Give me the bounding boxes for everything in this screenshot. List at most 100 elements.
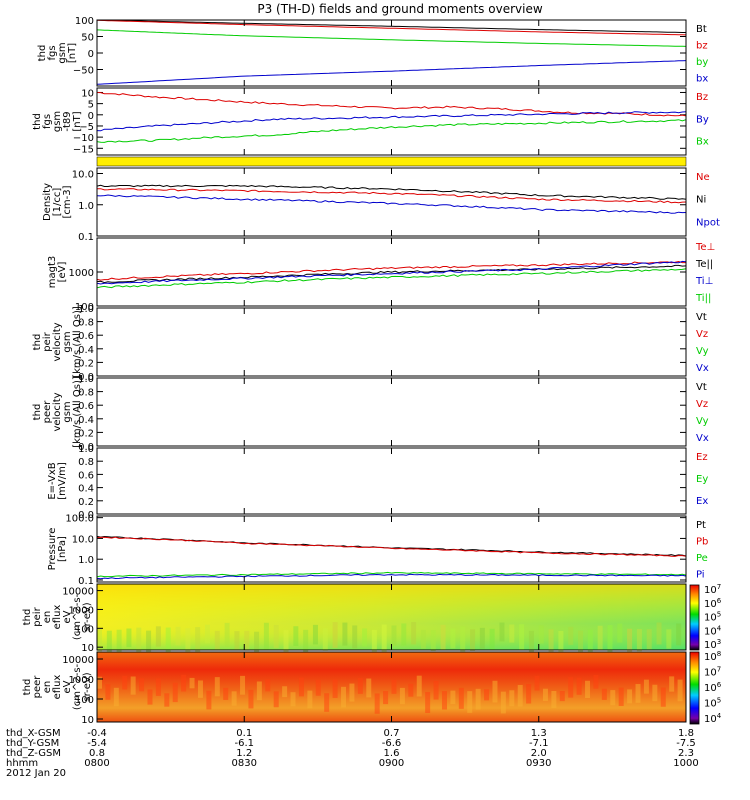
spectrogram-cell xyxy=(601,688,607,700)
spectrogram-cell xyxy=(116,629,122,655)
y-tick-label: 1000 xyxy=(69,675,94,686)
y-axis-label: Density xyxy=(42,183,53,221)
y-tick-label: 0.1 xyxy=(78,576,94,587)
legend-Vt: Vt xyxy=(696,312,707,323)
colorbar-electron: 108 107 106 105 104 xyxy=(689,650,722,725)
spectrogram-cell xyxy=(146,630,152,654)
legend-Vy: Vy xyxy=(696,416,709,427)
spectrogram-cell xyxy=(181,674,187,692)
y-axis-label: (cm^2-s- xyxy=(72,593,83,640)
y-tick-label: 1000 xyxy=(69,268,94,279)
spectrogram-cell xyxy=(164,693,170,707)
spectrogram-cell xyxy=(627,689,633,704)
x-axis-value: -0.4 xyxy=(87,728,107,739)
panel-5: 1.0 0.8 0.6 0.4 0.2 0.0 Vt Vz Vy Vx thd peir velocit… xyxy=(32,304,709,383)
spectrogram-cell xyxy=(312,624,318,645)
spectrogram-cell xyxy=(195,627,201,652)
spectrogram-cell xyxy=(185,628,191,654)
spectrogram-cell xyxy=(332,622,338,648)
spectrogram-cell xyxy=(290,692,296,707)
y-tick-label: 1.0 xyxy=(78,304,94,315)
y-tick-label: 100.0 xyxy=(65,514,94,525)
y-tick-label: 10.0 xyxy=(72,534,94,545)
series-Te⊥ xyxy=(96,260,686,281)
x-axis-value: -6.6 xyxy=(382,738,402,749)
spectrogram-cell xyxy=(568,626,574,645)
spectrogram-cell xyxy=(538,625,544,644)
y-axis-label: peer xyxy=(42,400,53,424)
y-tick-label: 0.0 xyxy=(78,510,94,521)
spectrogram-cell xyxy=(240,675,246,695)
spectrogram-cell xyxy=(669,676,675,692)
y-axis-label: sr-eV) xyxy=(82,602,93,631)
y-tick-label: 50 xyxy=(81,33,94,44)
spectrogram-cell xyxy=(341,686,347,708)
spectrogram-cell xyxy=(113,687,119,707)
y-axis-label: eflux xyxy=(52,605,63,630)
legend-Ni: Ni xyxy=(696,195,706,206)
series-Ti⊥ xyxy=(96,260,687,285)
y-axis-label: E=-VxB xyxy=(47,462,58,499)
spectrogram-cell xyxy=(273,691,279,708)
spectrogram-cell xyxy=(534,675,540,691)
spectrogram-cell xyxy=(315,679,321,696)
series-Pi xyxy=(96,573,687,580)
y-axis-label: [nT] xyxy=(72,111,83,131)
panel-frame xyxy=(96,447,687,515)
series-Pb xyxy=(96,536,687,557)
x-axis-annotation: thd_X-GSM -0.4 0.1 0.7 1.3 1.8 thd_Y-GSM -5.4 -6… xyxy=(6,728,699,769)
series-Pe xyxy=(96,571,687,578)
spectrogram-cell xyxy=(322,628,328,651)
y-tick-label: 0.0 xyxy=(78,372,94,383)
y-tick-label: 0.6 xyxy=(78,470,94,481)
legend-Bx: Bx xyxy=(696,137,709,148)
spectrogram-cell xyxy=(391,679,397,694)
x-axis-value: 0800 xyxy=(84,758,109,769)
x-axis-value: 0900 xyxy=(379,758,404,769)
legend-by: by xyxy=(696,57,708,68)
y-axis-label: thd xyxy=(22,609,33,626)
spectrogram-cell xyxy=(204,624,210,644)
spectrogram-cell xyxy=(585,680,591,699)
series-by xyxy=(96,29,687,47)
panel-8: 100.0 10.0 1.0 0.1 Pt Pb Pe Pi Pressure [nPa] xyxy=(47,514,708,587)
series-Ne xyxy=(97,188,687,204)
spectrogram-cell xyxy=(214,630,220,650)
y-axis-label: [nPa] xyxy=(57,536,68,562)
colorbar-label: 104 xyxy=(704,624,722,637)
spectrogram-cell xyxy=(126,628,132,648)
y-tick-label: −15 xyxy=(73,144,94,155)
series-Pt xyxy=(96,535,687,557)
series-Npot xyxy=(96,194,687,214)
spectrogram-cell xyxy=(244,630,250,651)
spectrogram-cell xyxy=(635,684,641,703)
spectrogram-cell xyxy=(342,622,348,646)
spectrogram-cell xyxy=(475,688,481,710)
y-axis-label: thd xyxy=(22,679,33,696)
spectrogram-cell xyxy=(526,684,532,704)
x-axis-row-label: thd_Z-GSM xyxy=(6,748,61,759)
y-axis-label: thd xyxy=(32,334,43,351)
y-axis-label: peir xyxy=(42,331,53,351)
spectrogram-cell xyxy=(383,691,389,705)
legend-Pe: Pe xyxy=(696,553,708,564)
spectrogram-cell xyxy=(381,624,387,652)
series-Bz xyxy=(96,92,687,117)
spectrogram-cell xyxy=(105,684,111,700)
spectrogram-cell xyxy=(568,677,574,698)
spectrogram-cell xyxy=(509,690,515,707)
x-axis-value: 1.2 xyxy=(236,748,252,759)
y-axis-label: thd xyxy=(32,113,43,130)
spectrogram-cell xyxy=(265,679,271,692)
y-tick-label: 1000 xyxy=(69,605,94,616)
y-tick-label: 0 xyxy=(88,49,94,60)
spectrogram-cell xyxy=(122,675,128,690)
spectrogram-cell xyxy=(607,625,613,653)
panel-10: 10000 1000 100 10 thd peer en eflux eV (cm^2-s-sr… xyxy=(22,651,687,726)
series-Ti|| xyxy=(96,268,687,289)
y-tick-label: −10 xyxy=(73,133,94,144)
spectrogram-cell xyxy=(197,680,203,698)
